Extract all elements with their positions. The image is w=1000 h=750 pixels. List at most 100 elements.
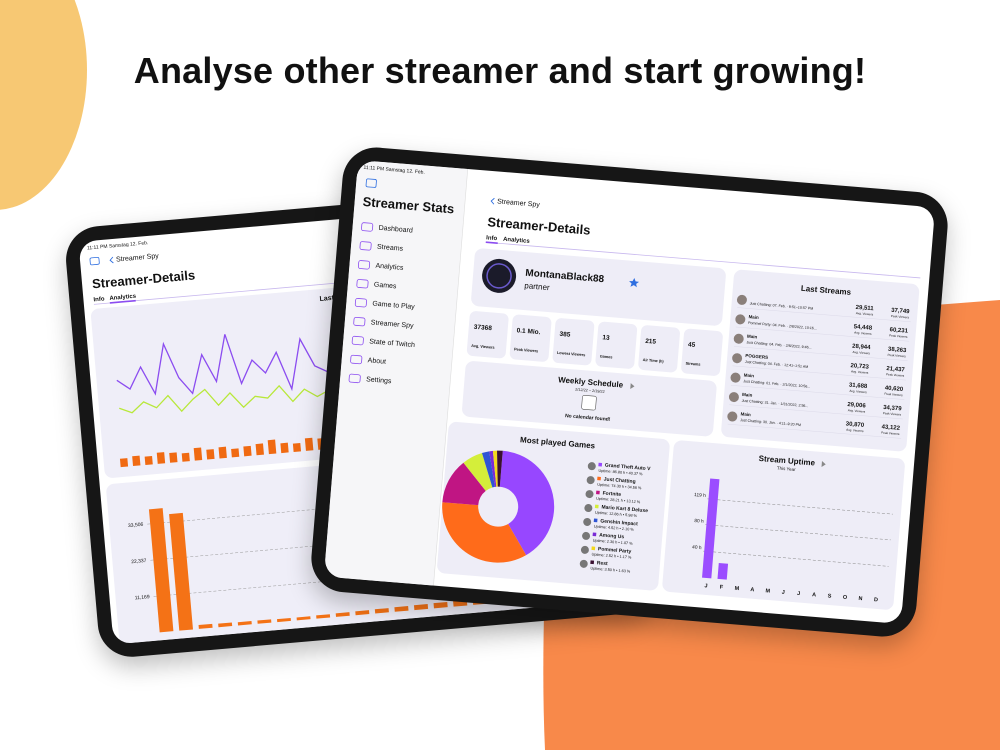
stream-avg-label: Avg. Viewers: [851, 369, 869, 374]
x-tick-label: M: [734, 586, 739, 592]
stream-avg: 20,723: [850, 363, 869, 371]
legend-detail: Uptime: 74.30 h • 34.56 %: [597, 483, 642, 491]
stream-subtitle: Just Chatting: 01. Feb. · 2/1/2022, 10:5…: [743, 379, 810, 389]
sidebar-toggle[interactable]: [89, 256, 100, 266]
stream-title: Main: [740, 411, 751, 417]
legend-swatch: [593, 518, 598, 523]
page-title: Streamer-Details: [487, 214, 591, 237]
stream-avatar: [735, 314, 746, 325]
stream-peak-label: Peak Viewers: [884, 392, 903, 398]
donut-slice: [442, 502, 527, 563]
kpi-label: Air Time (h): [643, 358, 665, 364]
x-tick-label: J: [781, 590, 785, 596]
bar: [237, 621, 252, 626]
x-tick-label: N: [858, 596, 862, 602]
menu-item: Streamer Spy: [371, 319, 415, 330]
stream-avg-label: Avg. Viewers: [848, 408, 866, 413]
back-link: Streamer Spy: [116, 253, 160, 264]
legend-swatch: [594, 504, 599, 509]
stream-peak: 21,437: [886, 366, 905, 374]
stream-avg-label: Avg. Viewers: [852, 350, 870, 355]
legend-swatch: [596, 490, 600, 495]
game-icon: [587, 462, 596, 471]
kpi-label: Peak Viewers: [514, 347, 538, 353]
app-title: Streamer Stats: [362, 194, 455, 216]
legend-detail: Uptime: 12.86 h • 5.98 %: [595, 511, 638, 518]
stream-subtitle: Just Chatting: 30. Jan. · 4:11–9:20 PM: [740, 418, 801, 427]
row-divider: [735, 326, 910, 342]
disclosure-arrow[interactable]: [821, 461, 826, 467]
menu-icon: [353, 316, 366, 327]
back-chevron[interactable]: [109, 256, 114, 264]
y-tick-label: 80 h: [694, 518, 704, 525]
kpi-bar: [144, 455, 153, 465]
legend-label: Just Chatting: [603, 477, 635, 486]
stream-title: Main: [744, 373, 755, 379]
donut-slice: [463, 453, 493, 491]
game-icon: [583, 517, 592, 526]
y-tick-label: 11,169: [135, 594, 151, 601]
yellow-blob: [0, 0, 87, 210]
x-tick-label: A: [812, 592, 816, 598]
panel: [471, 248, 726, 326]
menu-item: Game to Play: [372, 300, 415, 310]
menu-item: Analytics: [375, 263, 404, 272]
panel-title: Stream Uptime: [758, 454, 816, 468]
kpi-bar: [169, 452, 178, 463]
stream-peak-label: Peak Viewers: [891, 314, 910, 320]
menu-item: Games: [374, 282, 398, 291]
sidebar-toggle[interactable]: [365, 178, 377, 188]
stream-title: Main: [742, 392, 753, 398]
row-divider: [732, 365, 906, 381]
game-icon: [580, 545, 589, 554]
stream-peak: 60,231: [889, 327, 908, 335]
menu-icon: [359, 241, 372, 251]
stream-avatar: [736, 294, 747, 305]
panel: [721, 269, 920, 452]
bar: [717, 562, 729, 580]
y-tick-label: 119 h: [694, 492, 706, 499]
kpi-bar: [255, 443, 264, 456]
kpi-bar: [193, 447, 203, 461]
bar: [374, 608, 389, 614]
tab: Info: [93, 296, 105, 303]
row-divider: [734, 346, 908, 361]
x-tick-label: A: [750, 587, 754, 593]
kpi-bar: [132, 455, 141, 467]
sidebar: [323, 159, 468, 586]
status-bar: 11:11 PM Samstag 12. Feb.: [363, 165, 425, 176]
donut-slice: [489, 450, 497, 487]
kpi-label: Lowest Viewers: [557, 351, 586, 357]
menu-item: Dashboard: [378, 225, 413, 235]
stream-avatar: [733, 333, 744, 344]
kpi-value: 37368: [473, 324, 492, 332]
row-divider: [737, 307, 911, 323]
legend-detail: Uptime: 2.52 h • 1.17 %: [591, 552, 632, 559]
stream-peak: 34,379: [883, 405, 902, 413]
kpi-bar: [231, 448, 240, 458]
legend-swatch: [592, 532, 597, 537]
x-tick-label: S: [827, 593, 831, 599]
row-divider: [730, 385, 905, 400]
y-tick-label: 40 h: [692, 544, 702, 551]
stream-subtitle: Just Chatting: 04. Feb. · 2/8/2022, 9:46…: [746, 340, 811, 349]
bar: [702, 478, 720, 579]
kpi-label: Streams: [685, 362, 700, 367]
bar: [433, 601, 448, 609]
donut-slice: [499, 450, 555, 556]
stream-avg: 31,688: [849, 383, 868, 391]
bar: [296, 616, 311, 621]
back-link: Streamer Spy: [497, 198, 541, 209]
legend-swatch: [591, 546, 596, 551]
game-icon: [582, 531, 591, 540]
kpi-tile: [466, 311, 509, 359]
game-icon: [586, 476, 595, 485]
x-tick-label: J: [704, 583, 708, 589]
stream-title: Main: [747, 334, 758, 340]
back-chevron[interactable]: [490, 197, 495, 205]
bar: [413, 604, 429, 611]
page-title: Streamer-Details: [91, 267, 195, 291]
y-tick-label: 22,337: [131, 558, 147, 565]
disclosure-arrow[interactable]: [630, 383, 635, 390]
game-icon: [579, 559, 588, 568]
